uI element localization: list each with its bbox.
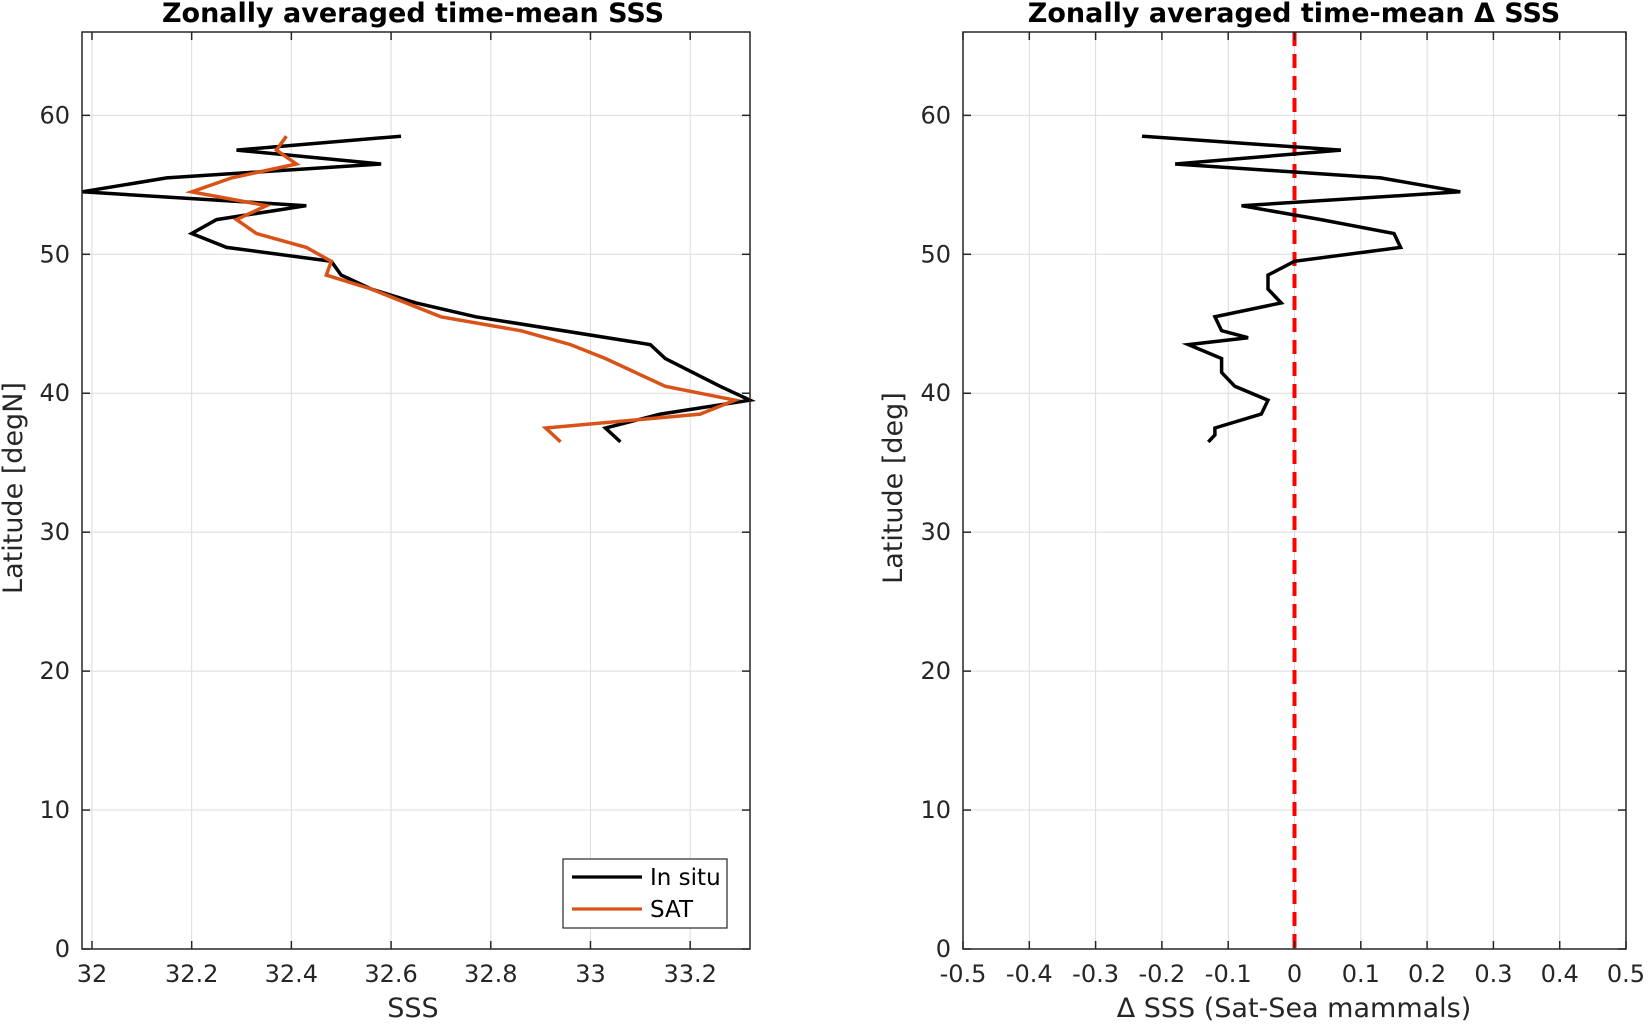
y-tick-label: 50: [39, 240, 70, 268]
y-tick-label: 0: [55, 935, 70, 963]
chart-title: Zonally averaged time-mean SSS: [162, 0, 664, 29]
axis-ticks: 32 32.2 32.4 32.6 32.8 33 33.2 0 10 20 30 40 50 60: [39, 32, 750, 988]
x-tick-label: 33: [575, 960, 606, 988]
x-tick-label: 32.2: [165, 960, 218, 988]
y-tick-label: 0: [936, 935, 951, 963]
x-tick-label: -0.5: [940, 960, 987, 988]
x-tick-label: -0.2: [1138, 960, 1185, 988]
y-tick-label: 10: [920, 796, 951, 824]
y-tick-label: 60: [39, 101, 70, 129]
x-tick-label: -0.4: [1006, 960, 1053, 988]
series-line-0: [1141, 134, 1461, 444]
legend: In situ SAT: [562, 858, 728, 929]
y-tick-label: 20: [920, 657, 951, 685]
x-tick-label: 0.2: [1408, 960, 1446, 988]
x-axis-label: SSS: [387, 993, 438, 1024]
axis-ticks: -0.5 -0.4 -0.3 -0.2 -0.1 0 0.1 0.2 0.3 0.4 0.5 0 10 2…: [920, 32, 1645, 988]
y-tick-label: 40: [39, 379, 70, 407]
x-tick-label: 32.4: [265, 960, 318, 988]
x-tick-label: 32: [77, 960, 108, 988]
x-tick-label: -0.1: [1205, 960, 1252, 988]
y-axis-label: Latitude [degN]: [0, 382, 29, 594]
sss-panel: Zonally averaged time-mean SSS 32 32.2 32.…: [0, 0, 756, 1024]
x-tick-label: 33.2: [663, 960, 716, 988]
x-tick-label: 0: [1287, 960, 1302, 988]
series-lines: [1141, 134, 1461, 444]
x-tick-label: 32.6: [364, 960, 417, 988]
chart-title: Zonally averaged time-mean Δ SSS: [1028, 0, 1560, 29]
series-line-in-situ: [81, 134, 756, 444]
x-tick-label: 0.3: [1474, 960, 1512, 988]
y-tick-label: 10: [39, 796, 70, 824]
y-tick-label: 20: [39, 657, 70, 685]
y-axis-label: Latitude [deg]: [878, 392, 909, 584]
legend-label-in-situ: In situ: [650, 865, 721, 891]
x-tick-label: 0.1: [1342, 960, 1380, 988]
y-tick-label: 60: [920, 101, 951, 129]
series-lines: [81, 134, 756, 444]
y-tick-label: 30: [920, 518, 951, 546]
x-axis-label: Δ SSS (Sat-Sea mammals): [1117, 993, 1472, 1024]
series-line-sat: [184, 135, 742, 444]
x-tick-label: 0.4: [1541, 960, 1579, 988]
plot-frame: [81, 31, 751, 950]
x-tick-label: 0.5: [1607, 960, 1645, 988]
y-tick-label: 50: [920, 240, 951, 268]
delta-sss-panel: Zonally averaged time-mean Δ SSS -0.5 -0.…: [878, 0, 1645, 1024]
y-tick-label: 30: [39, 518, 70, 546]
y-tick-label: 40: [920, 379, 951, 407]
legend-label-sat: SAT: [650, 897, 694, 923]
x-tick-label: 32.8: [464, 960, 517, 988]
x-tick-label: -0.3: [1072, 960, 1119, 988]
